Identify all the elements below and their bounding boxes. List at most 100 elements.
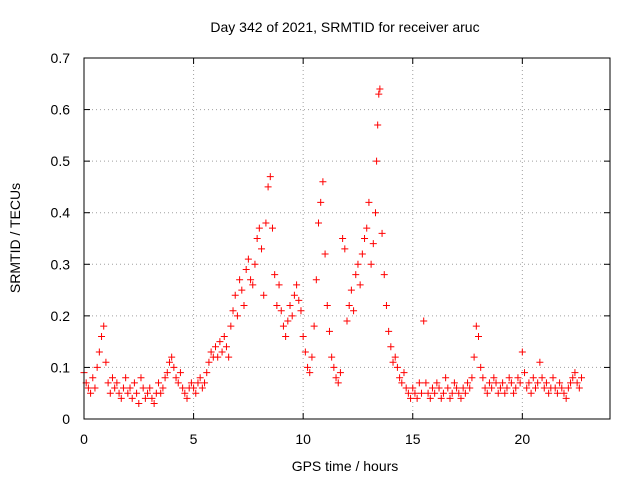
- data-point: [106, 389, 114, 397]
- data-point: [253, 235, 261, 242]
- data-point: [518, 348, 526, 356]
- data-point: [236, 276, 244, 284]
- data-point: [212, 343, 219, 351]
- data-point: [117, 394, 125, 402]
- data-point: [470, 353, 478, 361]
- data-point: [229, 307, 237, 315]
- data-point: [556, 379, 564, 387]
- data-point: [374, 121, 382, 129]
- data-point: [371, 209, 379, 217]
- data-point: [516, 379, 524, 387]
- data-point: [181, 389, 189, 397]
- data-point: [192, 389, 200, 397]
- data-point: [540, 384, 548, 392]
- data-point: [299, 332, 307, 340]
- data-point: [130, 379, 138, 387]
- data-point: [334, 379, 342, 387]
- data-point: [172, 374, 180, 382]
- data-point: [187, 379, 195, 387]
- data-point: [312, 276, 320, 284]
- data-point: [409, 384, 417, 392]
- data-point: [483, 389, 491, 397]
- data-point: [308, 353, 316, 361]
- data-point: [144, 389, 152, 397]
- data-point: [404, 389, 412, 397]
- data-point: [521, 369, 529, 377]
- y-tick-label: 0.5: [51, 153, 71, 169]
- data-point: [385, 327, 393, 335]
- data-point: [398, 379, 406, 387]
- data-point: [275, 281, 283, 289]
- data-point: [159, 384, 167, 392]
- axis-ticks: [83, 57, 610, 420]
- data-point: [135, 400, 143, 408]
- data-point: [271, 271, 279, 279]
- data-point: [220, 332, 228, 340]
- data-point: [247, 276, 255, 284]
- data-point: [455, 389, 463, 397]
- data-point: [258, 245, 266, 253]
- data-point: [560, 389, 568, 397]
- data-point: [501, 389, 509, 397]
- data-point: [277, 307, 285, 315]
- data-point: [282, 332, 290, 340]
- data-point: [562, 394, 570, 402]
- data-point: [242, 265, 250, 273]
- data-point: [231, 291, 239, 299]
- data-point: [420, 317, 428, 325]
- data-point: [373, 157, 381, 165]
- data-point: [512, 384, 520, 392]
- data-point: [255, 224, 263, 232]
- data-point: [389, 358, 397, 366]
- data-point: [214, 353, 222, 361]
- x-tick-label: 10: [295, 431, 311, 447]
- data-point: [161, 374, 169, 382]
- data-point: [433, 379, 441, 387]
- data-point: [95, 348, 103, 356]
- data-point: [93, 363, 101, 371]
- data-point: [315, 219, 323, 227]
- data-point: [293, 281, 301, 289]
- data-point: [323, 302, 331, 310]
- data-point: [575, 384, 583, 392]
- data-point: [402, 384, 410, 392]
- data-point: [378, 229, 386, 237]
- data-point: [367, 260, 375, 268]
- data-point: [545, 389, 553, 397]
- data-point: [396, 374, 404, 382]
- data-point: [98, 332, 106, 340]
- data-point: [382, 302, 390, 310]
- data-point: [339, 235, 347, 242]
- data-point: [439, 389, 447, 397]
- data-point: [488, 384, 496, 392]
- y-tick-label: 0.4: [51, 205, 71, 221]
- data-point: [137, 374, 145, 382]
- data-point: [87, 389, 95, 397]
- plot-frame: [83, 57, 611, 420]
- data-point: [567, 379, 575, 387]
- data-point: [481, 384, 489, 392]
- data-point: [426, 394, 434, 402]
- data-point: [492, 379, 500, 387]
- data-point: [400, 369, 408, 377]
- data-point: [431, 389, 439, 397]
- data-point: [100, 322, 108, 330]
- data-point: [466, 384, 474, 392]
- data-point: [249, 281, 257, 289]
- data-point: [459, 384, 467, 392]
- y-tick-label: 0.6: [51, 102, 71, 118]
- data-point: [89, 374, 97, 382]
- data-point: [347, 286, 355, 294]
- data-point: [380, 271, 388, 279]
- data-point: [201, 379, 209, 387]
- data-point: [194, 379, 202, 387]
- data-point: [260, 291, 268, 299]
- data-point: [485, 379, 493, 387]
- data-point: [418, 389, 426, 397]
- data-point: [551, 384, 559, 392]
- data-point: [126, 384, 134, 392]
- data-point: [479, 374, 487, 382]
- data-point: [148, 394, 156, 402]
- data-point: [273, 302, 281, 310]
- data-point: [266, 173, 274, 181]
